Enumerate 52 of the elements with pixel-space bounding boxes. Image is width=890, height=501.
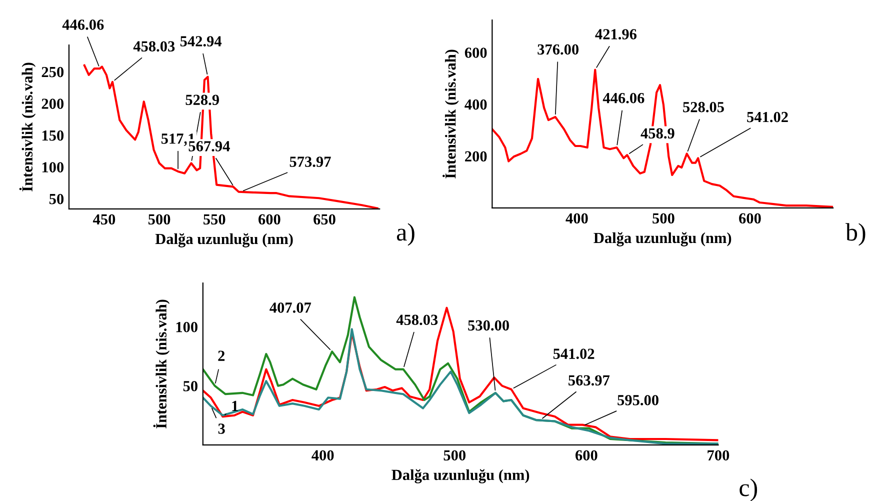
x-axis-title: Dalğa uzunluğu (nm) xyxy=(594,232,732,246)
annotation: 458.03 xyxy=(133,41,175,52)
annotation: 458.03 xyxy=(396,314,438,326)
text: c) xyxy=(740,478,758,501)
y-tick-label: 400 xyxy=(464,99,487,110)
annotation: 446.06 xyxy=(602,92,644,104)
annotation: 376.00 xyxy=(538,44,579,55)
series-label: 2 xyxy=(218,350,225,361)
y-tick-label: 200 xyxy=(465,151,487,162)
annotation: 528.9 xyxy=(186,94,219,106)
line-series xyxy=(83,64,378,209)
annotation: 530.00 xyxy=(468,320,509,331)
x-tick-label: 700 xyxy=(708,450,730,460)
y-tick-label: 150 xyxy=(42,130,64,141)
x-tick-label: 400 xyxy=(312,450,334,460)
x-tick-label: 400 xyxy=(566,213,588,224)
x-axis-title: Dalğa uzunluğu (nm) xyxy=(155,233,293,248)
y-tick-label: 200 xyxy=(42,98,64,109)
x-tick-label: 500 xyxy=(444,450,466,460)
y-tick-label: 50 xyxy=(49,194,64,204)
annotation: 407.07 xyxy=(270,302,312,313)
annotation: 541.02 xyxy=(553,348,594,360)
annotation: 563.97 xyxy=(568,375,610,386)
annotation: 528.05 xyxy=(683,102,724,112)
text: a) xyxy=(396,223,414,246)
annotation: 446.06 xyxy=(62,20,104,30)
annotation: 421.96 xyxy=(595,29,637,40)
y-tick-label: 100 xyxy=(42,162,64,172)
annotation: 595.00 xyxy=(618,394,658,406)
x-tick-label: 600 xyxy=(576,450,598,460)
annotation: 458.9 xyxy=(640,128,674,139)
x-tick-label: 450 xyxy=(92,214,116,225)
y-axis-title: İntensivlik (nis.vah) xyxy=(153,300,170,428)
x-tick-label: 500 xyxy=(652,213,674,224)
series-label: 3 xyxy=(218,424,225,434)
y-tick-label: 250 xyxy=(42,66,64,78)
y-tick-label: 600 xyxy=(464,48,487,58)
x-tick-label: 600 xyxy=(258,214,280,225)
series-label: 1 xyxy=(232,400,238,411)
annotation: 573.97 xyxy=(290,156,331,167)
x-tick-label: 600 xyxy=(739,213,761,224)
text: b) xyxy=(846,223,866,246)
x-tick-label: 500 xyxy=(148,214,170,225)
annotation: 541.02 xyxy=(747,112,788,122)
annotation: 542.94 xyxy=(180,36,222,46)
y-axis-title: İntensivlik (nis.vah) xyxy=(19,62,36,192)
y-axis-title: İntensivlik (nis.vah) xyxy=(442,50,459,178)
y-tick-label: 50 xyxy=(183,380,198,392)
x-axis-title: Dalğa uzunluğu (nm) xyxy=(392,469,530,484)
x-tick-label: 650 xyxy=(314,214,336,225)
x-tick-label: 550 xyxy=(204,214,226,225)
y-tick-label: 100 xyxy=(176,322,198,332)
